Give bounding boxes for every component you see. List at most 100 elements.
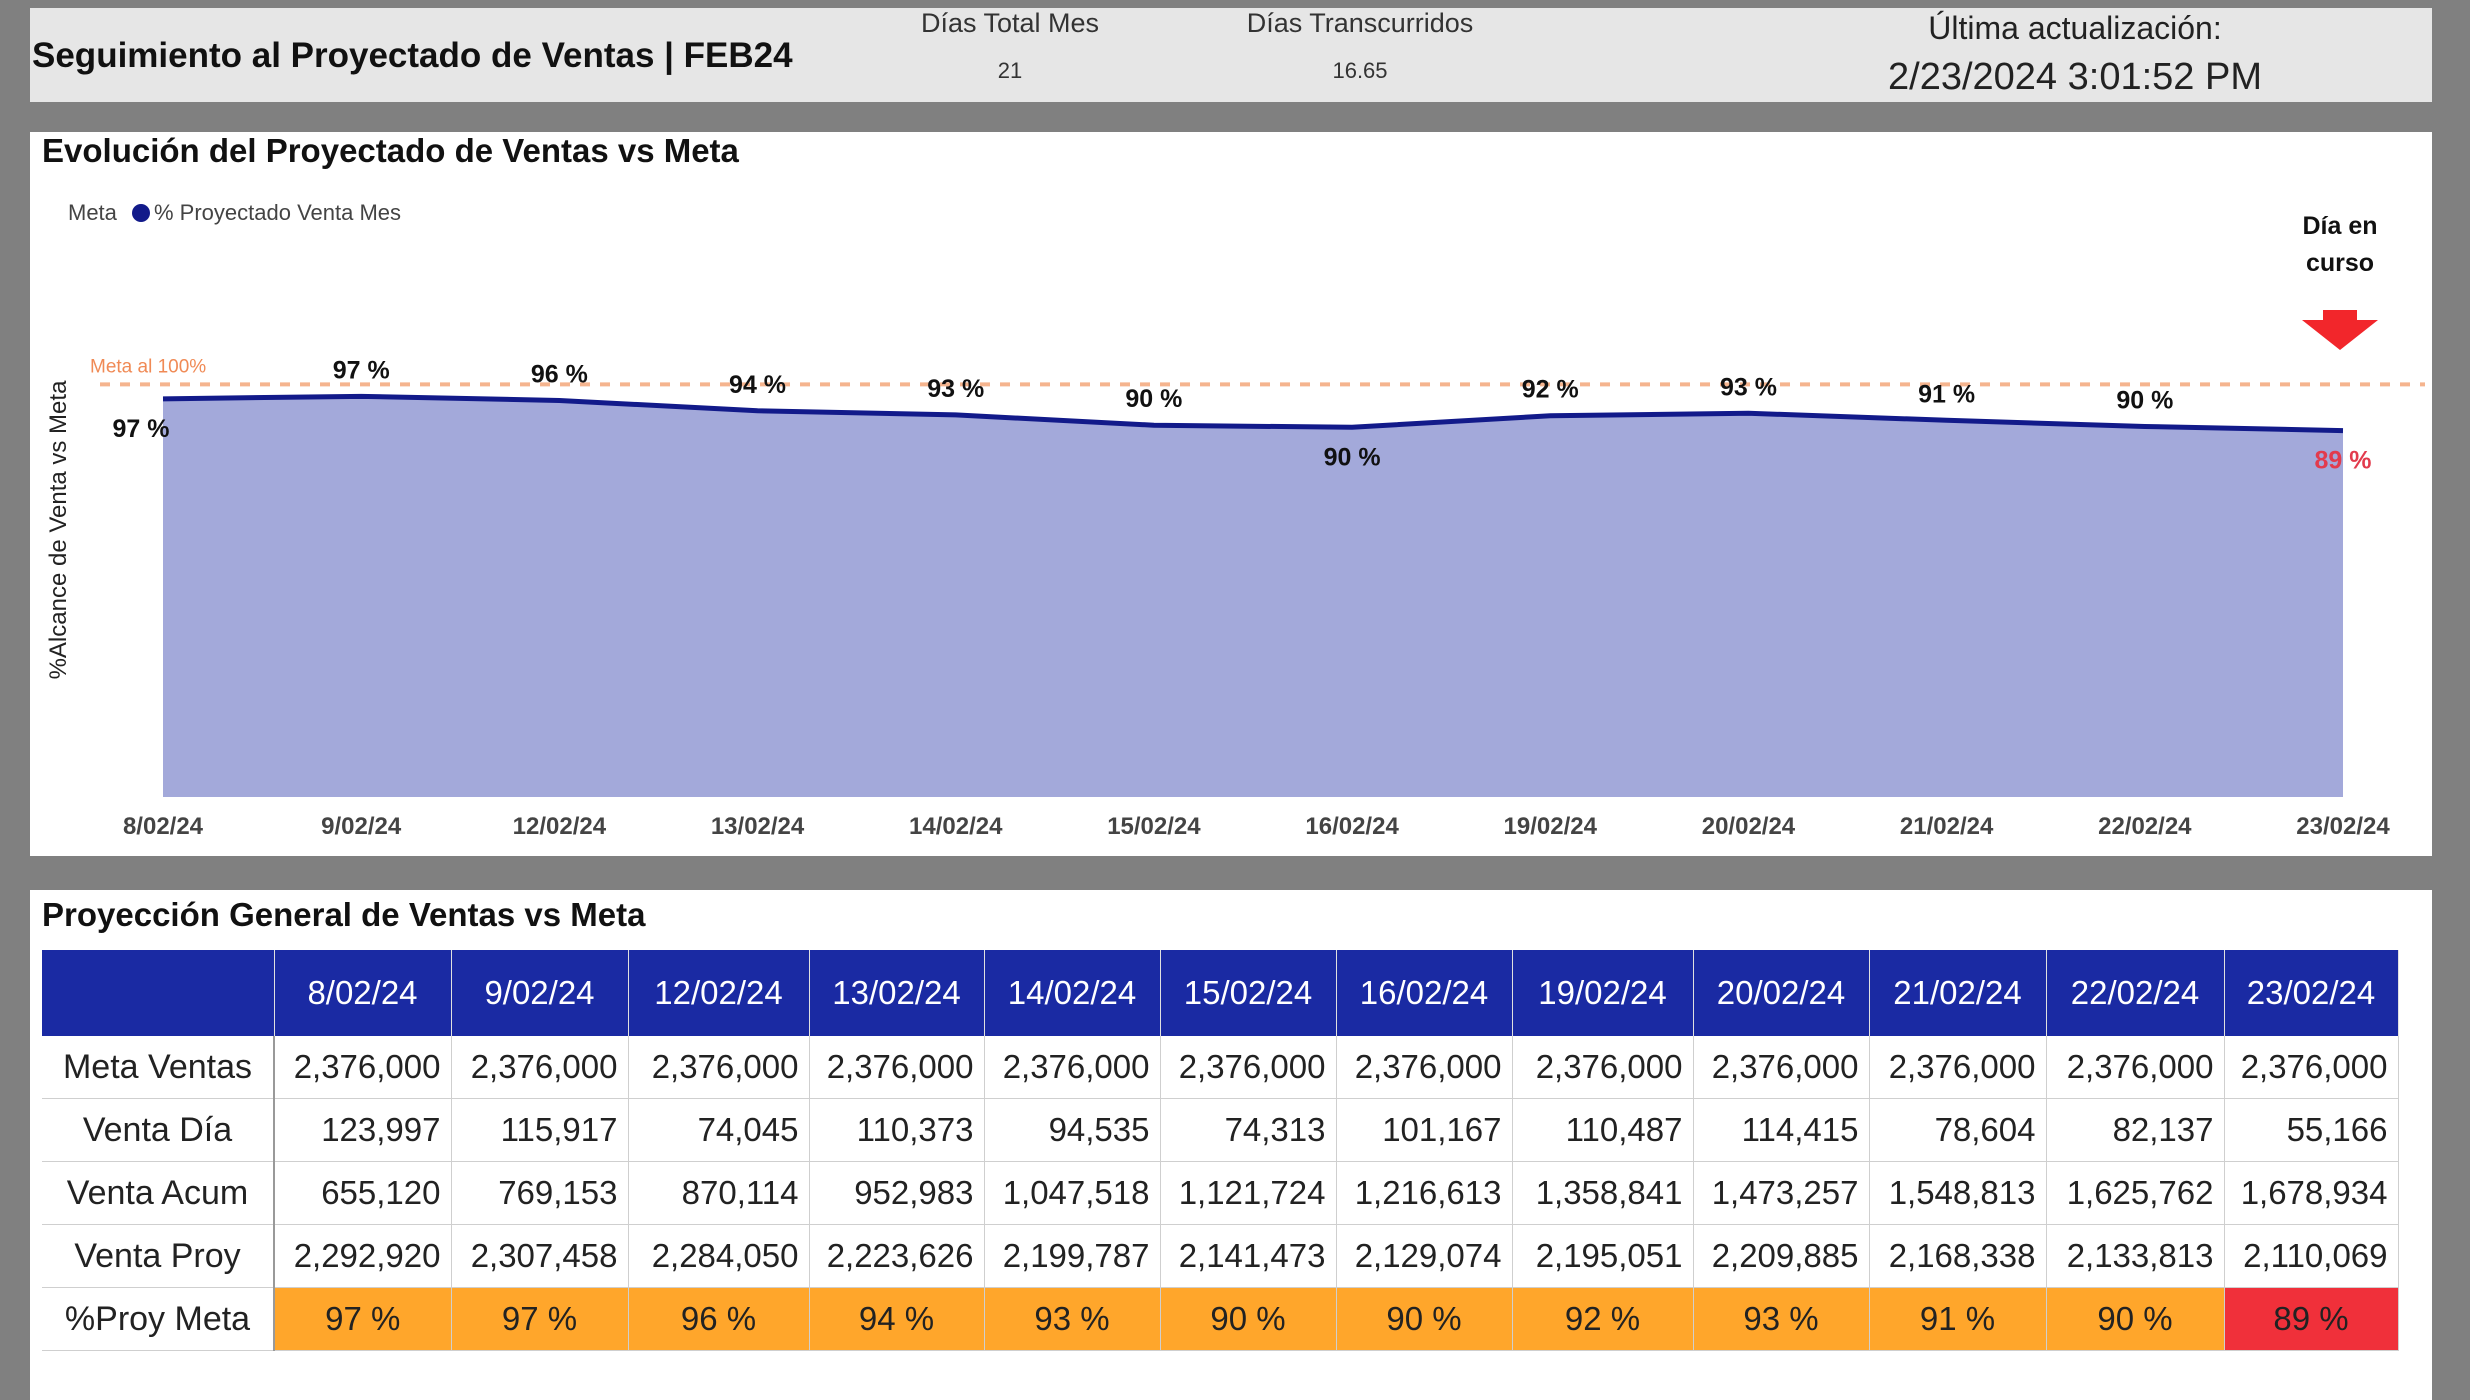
current-day-annotation: Día en curso — [2302, 212, 2378, 350]
row-label: Meta Ventas — [42, 1036, 275, 1099]
table-cell: 92 % — [1512, 1287, 1694, 1351]
column-header: 20/02/24 — [1693, 950, 1870, 1036]
table-cell: 1,548,813 — [1869, 1161, 2047, 1225]
table-cell: 123,997 — [274, 1098, 452, 1162]
x-tick-label: 13/02/24 — [711, 813, 805, 840]
column-header: 22/02/24 — [2046, 950, 2225, 1036]
table-cell: 1,358,841 — [1512, 1161, 1694, 1225]
legend-series-marker — [132, 204, 150, 222]
table-cell: 2,376,000 — [2046, 1036, 2225, 1099]
data-label: 89 % — [2315, 447, 2372, 475]
projection-table: 8/02/24 9/02/24 12/02/24 13/02/24 14/02/24 15… — [42, 950, 2399, 1351]
table-cell: 2,223,626 — [809, 1224, 985, 1288]
x-tick-label: 21/02/24 — [1900, 813, 1994, 840]
header-bar: Seguimiento al Proyectado de Ventas | FE… — [30, 8, 2432, 102]
table-cell: 90 % — [2046, 1287, 2225, 1351]
table-cell: 1,216,613 — [1336, 1161, 1513, 1225]
table-cell: 114,415 — [1693, 1098, 1870, 1162]
table-cell: 2,376,000 — [2224, 1036, 2399, 1099]
data-label: 92 % — [1522, 376, 1579, 404]
table-cell: 2,209,885 — [1693, 1224, 1870, 1288]
table-cell: 110,373 — [809, 1098, 985, 1162]
table-cell: 2,307,458 — [451, 1224, 629, 1288]
table-cell: 2,292,920 — [274, 1224, 452, 1288]
data-label: 90 % — [1324, 443, 1381, 471]
table-cell: 93 % — [984, 1287, 1161, 1351]
column-header: 9/02/24 — [451, 950, 629, 1036]
data-label: 93 % — [1720, 373, 1777, 401]
x-tick-label: 16/02/24 — [1305, 813, 1399, 840]
data-label: 93 % — [927, 375, 984, 403]
table-cell: 2,376,000 — [274, 1036, 452, 1099]
table-cell: 91 % — [1869, 1287, 2047, 1351]
table-row: %Proy Meta 97 % 97 % 96 % 94 % 93 % 90 % 90 % 92… — [42, 1287, 2399, 1351]
area-chart: Meta % Proyectado Venta Mes %Alcance de … — [45, 200, 2425, 840]
table-cell: 2,376,000 — [1693, 1036, 1870, 1099]
column-header: 21/02/24 — [1869, 950, 2047, 1036]
series-line — [162, 393, 2344, 434]
x-tick-label: 9/02/24 — [321, 813, 402, 840]
table-cell: 97 % — [274, 1287, 452, 1351]
series-area — [163, 396, 2343, 797]
dias-total-label: Días Total Mes — [920, 8, 1100, 38]
column-header: 16/02/24 — [1336, 950, 1513, 1036]
table-cell: 1,625,762 — [2046, 1161, 2225, 1225]
data-label: 90 % — [1125, 385, 1182, 413]
table-cell: 1,047,518 — [984, 1161, 1161, 1225]
table-cell: 769,153 — [451, 1161, 629, 1225]
y-axis-label: %Alcance de Venta vs Meta — [45, 380, 72, 679]
dias-total-value: 21 — [997, 58, 1023, 83]
table-cell: 2,199,787 — [984, 1224, 1161, 1288]
data-label: 97 % — [113, 415, 170, 443]
data-label: 97 % — [333, 356, 390, 384]
data-label: 90 % — [2116, 386, 2173, 414]
column-header: 19/02/24 — [1512, 950, 1694, 1036]
table-cell: 2,376,000 — [1160, 1036, 1337, 1099]
legend-meta-label: Meta — [68, 200, 118, 225]
table-cell: 870,114 — [628, 1161, 810, 1225]
dias-transcurridos-value: 16.65 — [1332, 58, 1388, 83]
table-cell: 97 % — [451, 1287, 629, 1351]
table-panel: Proyección General de Ventas vs Meta 8/0… — [30, 890, 2432, 1400]
data-label: 94 % — [729, 371, 786, 399]
table-cell: 2,129,074 — [1336, 1224, 1513, 1288]
data-label: 91 % — [1918, 380, 1975, 408]
row-label: Venta Proy — [42, 1224, 275, 1288]
chart-panel: Meta % Proyectado Venta Mes %Alcance de … — [30, 132, 2432, 856]
table-cell: 1,678,934 — [2224, 1161, 2399, 1225]
annotation-line2: curso — [2306, 249, 2374, 277]
page-title: Seguimiento al Proyectado de Ventas | FE… — [32, 36, 793, 75]
table-cell: 74,045 — [628, 1098, 810, 1162]
table-cell: 101,167 — [1336, 1098, 1513, 1162]
chart-legend: Meta % Proyectado Venta Mes — [68, 200, 401, 225]
table-cell: 2,284,050 — [628, 1224, 810, 1288]
ultima-actualizacion-value: 2/23/2024 3:01:52 PM — [1888, 56, 2262, 98]
table-cell: 2,133,813 — [2046, 1224, 2225, 1288]
table-cell: 1,473,257 — [1693, 1161, 1870, 1225]
x-tick-label: 12/02/24 — [513, 813, 607, 840]
row-label: %Proy Meta — [42, 1287, 275, 1351]
x-tick-label: 20/02/24 — [1702, 813, 1796, 840]
column-header: 14/02/24 — [984, 950, 1161, 1036]
x-tick-label: 15/02/24 — [1107, 813, 1201, 840]
column-header: 13/02/24 — [809, 950, 985, 1036]
data-label: 96 % — [531, 360, 588, 388]
table-corner — [42, 950, 275, 1036]
table-cell: 2,376,000 — [1336, 1036, 1513, 1099]
column-header: 15/02/24 — [1160, 950, 1337, 1036]
table-cell: 1,121,724 — [1160, 1161, 1337, 1225]
legend-series-label: % Proyectado Venta Mes — [154, 200, 401, 225]
ultima-actualizacion-label: Última actualización: — [1928, 10, 2222, 46]
table-cell: 2,376,000 — [451, 1036, 629, 1099]
table-cell: 952,983 — [809, 1161, 985, 1225]
table-cell: 2,110,069 — [2224, 1224, 2399, 1288]
table-cell: 2,376,000 — [628, 1036, 810, 1099]
table-cell: 74,313 — [1160, 1098, 1337, 1162]
row-label: Venta Acum — [42, 1161, 275, 1225]
table-cell: 82,137 — [2046, 1098, 2225, 1162]
table-cell: 90 % — [1160, 1287, 1337, 1351]
table-cell: 90 % — [1336, 1287, 1513, 1351]
table-row: Venta Día 123,997 115,917 74,045 110,373 94,5… — [42, 1098, 2399, 1162]
table-row: Venta Proy 2,292,920 2,307,458 2,284,050 2,2… — [42, 1224, 2399, 1288]
table-cell: 2,376,000 — [1512, 1036, 1694, 1099]
